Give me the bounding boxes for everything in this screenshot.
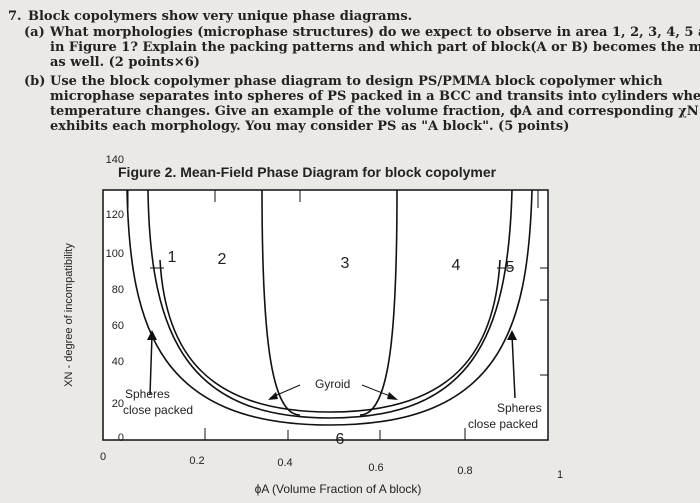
annotation: close packed [123,403,193,417]
y-tick-label: 60 [112,320,124,332]
question-number: 7. [8,9,22,24]
question-title: Block copolymers show very unique phase … [28,9,412,24]
x-tick-label: 0.6 [368,462,383,474]
y-tick-label: 20 [112,398,124,410]
y-tick-label: 140 [106,154,124,166]
phase-boundaries [126,189,548,440]
x-tick-label: 1 [557,469,563,481]
y-tick-label: 120 [106,209,124,221]
x-tick-label: 0 [100,451,106,463]
part-label: (b) [24,74,45,89]
region-label: 1 [168,249,177,266]
x-axis-label: ϕA (Volume Fraction of A block) [255,482,422,496]
part-line: exhibits each morphology. You may consid… [50,119,569,134]
part-line: What morphologies (microphase structures… [49,25,700,40]
annotation: close packed [468,417,538,431]
region-label: 3 [341,255,350,272]
y-tick-label: 100 [106,248,124,260]
region-label: 5 [506,259,515,276]
y-axis-label: XN - degree of incompatibility [63,243,75,387]
y-tick-label: 40 [112,356,124,368]
part-line: Use the block copolymer phase diagram to… [50,74,663,89]
plot-frame [102,189,549,441]
part-line: microphase separates into spheres of PS … [50,89,700,104]
annotation: Gyroid [315,377,350,391]
part-line: in Figure 1? Explain the packing pattern… [50,40,700,55]
region-label: 6 [336,431,345,448]
x-tick-label: 0.8 [457,465,472,477]
part-label: (a) [24,25,45,40]
part-line: as well. (2 points×6) [50,55,200,70]
region-label: 2 [218,251,227,268]
y-tick-label: 80 [112,284,124,296]
annotation: Spheres [497,401,542,415]
x-tick-label: 0.2 [189,455,204,467]
figure-title: Figure 2. Mean-Field Phase Diagram for b… [118,164,497,180]
y-tick-label: 0 [118,432,124,444]
region-label: 4 [452,257,461,274]
x-tick-label: 0.4 [277,457,292,469]
annotation: Spheres [125,387,170,401]
part-line: temperature changes. Give an example of … [50,104,700,119]
